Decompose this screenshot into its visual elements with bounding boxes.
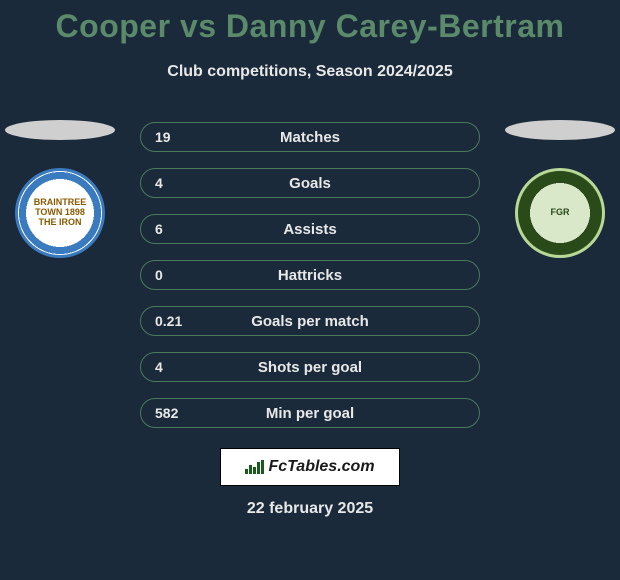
stat-label: Goals	[141, 175, 479, 192]
stat-row: 6 Assists	[140, 214, 480, 244]
stat-label: Goals per match	[141, 313, 479, 330]
stat-label: Shots per goal	[141, 359, 479, 376]
stat-row: 4 Shots per goal	[140, 352, 480, 382]
team-right-crest: FGR	[515, 168, 605, 258]
stat-label: Hattricks	[141, 267, 479, 284]
stat-left-value: 4	[155, 359, 163, 375]
stat-left-value: 19	[155, 129, 171, 145]
stat-left-value: 582	[155, 405, 178, 421]
stat-label: Min per goal	[141, 405, 479, 422]
stat-row: 0 Hattricks	[140, 260, 480, 290]
subtitle: Club competitions, Season 2024/2025	[0, 63, 620, 81]
ellipse-decoration	[505, 120, 615, 140]
team-left-crest: BRAINTREE TOWN 1898 THE IRON	[15, 168, 105, 258]
page-title: Cooper vs Danny Carey-Bertram	[0, 0, 620, 45]
stat-left-value: 0.21	[155, 313, 182, 329]
stat-row: 0.21 Goals per match	[140, 306, 480, 336]
stat-label: Matches	[141, 129, 479, 146]
stat-label: Assists	[141, 221, 479, 238]
stat-left-value: 6	[155, 221, 163, 237]
ellipse-decoration	[5, 120, 115, 140]
team-right-area: FGR	[500, 120, 620, 258]
brand-text: FcTables.com	[268, 458, 374, 476]
bar-chart-icon	[245, 460, 264, 474]
brand-logo[interactable]: FcTables.com	[220, 448, 400, 486]
stat-row: 4 Goals	[140, 168, 480, 198]
stat-row: 19 Matches	[140, 122, 480, 152]
stat-left-value: 4	[155, 175, 163, 191]
stat-left-value: 0	[155, 267, 163, 283]
footer-date: 22 february 2025	[0, 500, 620, 518]
stats-container: 19 Matches 4 Goals 6 Assists 0 Hattricks…	[140, 122, 480, 444]
stat-row: 582 Min per goal	[140, 398, 480, 428]
team-left-area: BRAINTREE TOWN 1898 THE IRON	[0, 120, 120, 258]
